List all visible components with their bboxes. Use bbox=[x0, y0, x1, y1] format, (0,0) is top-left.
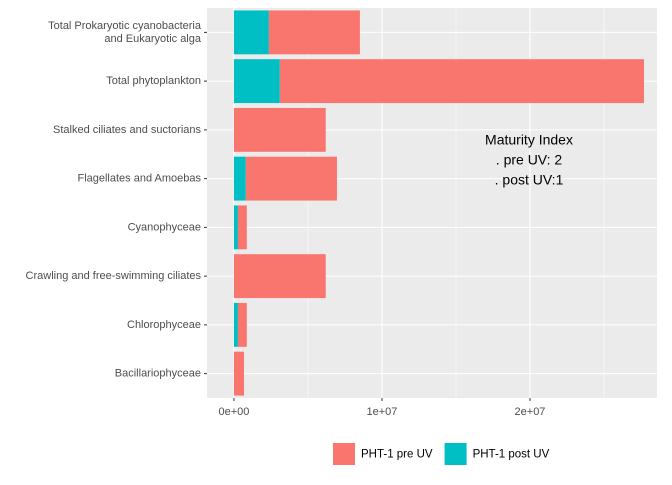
bar bbox=[245, 156, 337, 201]
bar bbox=[237, 205, 247, 250]
y-tick-label: Bacillariophyceae bbox=[115, 368, 201, 380]
bar bbox=[233, 205, 238, 250]
bar bbox=[233, 59, 280, 104]
y-tick-label: Cyanophyceae bbox=[128, 221, 201, 233]
x-tick-label: 2e+07 bbox=[515, 406, 546, 418]
y-tick-label: Chlorophyceae bbox=[127, 319, 201, 331]
bar bbox=[233, 156, 246, 201]
bar bbox=[233, 254, 326, 299]
bar bbox=[233, 302, 238, 347]
bar bbox=[268, 10, 360, 55]
y-tick-label-line: Cyanophyceae bbox=[128, 221, 201, 233]
y-tick-label: Crawling and free-swimming ciliates bbox=[26, 270, 202, 282]
y-tick-label-line: Crawling and free-swimming ciliates bbox=[26, 270, 202, 282]
y-tick-label: Stalked ciliates and suctorians bbox=[53, 124, 201, 136]
y-tick-label: Total Prokaryotic cyanobacteria and Eukar… bbox=[48, 20, 202, 45]
annotation: Maturity Index bbox=[485, 132, 573, 148]
y-tick-label: Total phytoplankton bbox=[106, 75, 201, 87]
legend-label: PHT-1 pre UV bbox=[361, 449, 433, 461]
annotation: . post UV:1 bbox=[495, 172, 564, 188]
annotation: . pre UV: 2 bbox=[496, 152, 563, 168]
y-tick-label: Flagellates and Amoebas bbox=[77, 173, 201, 185]
legend-key bbox=[444, 443, 467, 465]
y-tick-label-line: Bacillariophyceae bbox=[115, 368, 201, 380]
y-tick-label-line: Chlorophyceae bbox=[127, 319, 201, 331]
y-tick-label-line: Total phytoplankton bbox=[106, 75, 201, 87]
bar bbox=[233, 351, 245, 396]
y-tick-label-line: Flagellates and Amoebas bbox=[77, 173, 201, 185]
x-tick-label: 1e+07 bbox=[367, 406, 398, 418]
bar bbox=[279, 59, 644, 104]
bar bbox=[233, 10, 269, 55]
y-tick-label-line: Total Prokaryotic cyanobacteria bbox=[48, 20, 202, 32]
legend-key bbox=[333, 443, 355, 465]
bar bbox=[237, 302, 247, 347]
x-tick-label: 0e+00 bbox=[218, 406, 249, 418]
y-tick-label-line: and Eukaryotic alga bbox=[104, 33, 201, 45]
bar bbox=[233, 107, 326, 152]
legend-label: PHT-1 post UV bbox=[473, 449, 550, 461]
y-tick-label-line: Stalked ciliates and suctorians bbox=[53, 124, 201, 136]
